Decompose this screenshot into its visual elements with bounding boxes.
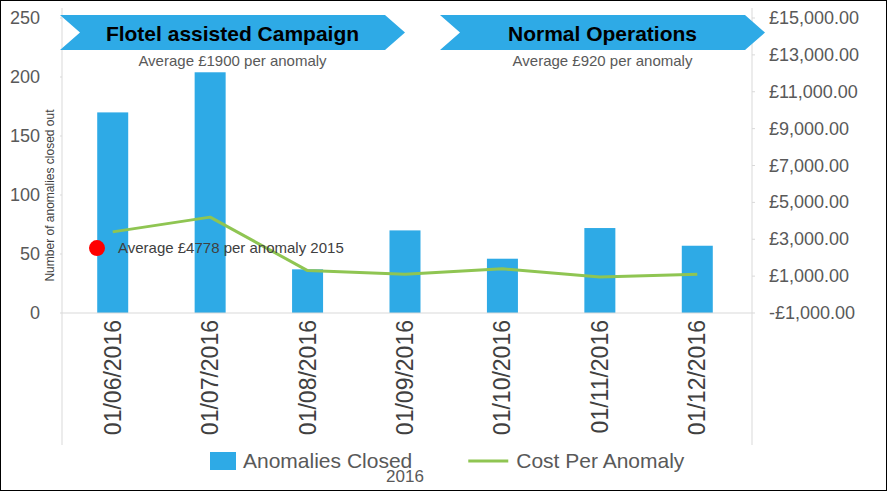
legend-swatch [210,452,236,470]
phase-banner [440,15,765,50]
y2-tick [752,18,755,19]
y2-tick-label: £3,000.00 [769,229,849,249]
y-tick-label: 50 [20,244,40,264]
phase-label: Normal Operations [508,22,697,45]
y-tick [60,254,62,255]
bar [97,112,128,313]
y2-tick [752,165,755,166]
x-tick-label: 01/10/2016 [489,320,515,435]
y2-tick [752,239,755,240]
y-tick-label: 0 [30,303,40,323]
x-tick-label: 01/08/2016 [295,320,321,435]
y-tick [60,136,62,137]
y-tick-label: 100 [10,185,40,205]
y2-tick-label: £15,000.00 [769,8,859,28]
bar [584,228,615,313]
y2-tick-label: £7,000.00 [769,156,849,176]
x-axis-title: 2016 [386,467,424,486]
bar [292,269,323,313]
y2-tick-label: -£1,000.00 [769,303,855,323]
plot-border [62,8,63,445]
y2-tick-label: £13,000.00 [769,45,859,65]
x-tick-label: 01/07/2016 [197,320,223,435]
legend-swatch [468,460,508,463]
y-tick-label: 250 [10,8,40,28]
y2-tick [752,91,755,92]
chart: 0 50 100 150 200 250 -£1,000.00 £1,000.00 £3,000… [0,0,887,491]
x-axis [62,313,752,314]
y2-tick [752,128,755,129]
y2-tick-label: £9,000.00 [769,119,849,139]
phase-banner [60,15,405,50]
frame [1,1,887,491]
y-tick [60,313,62,314]
annotation-marker [89,240,105,256]
phase-subtitle: Average £920 per anomaly [513,52,693,69]
y2-tick [752,202,755,203]
y-tick [60,77,62,78]
y-axis-title: Number of anomalies closed out [43,109,57,282]
bar [487,259,518,313]
y-tick [60,195,62,196]
plot-border [752,8,753,445]
bar [195,72,226,313]
y-tick [60,18,62,19]
x-tick-label: 01/09/2016 [392,320,418,435]
y-tick-label: 150 [10,126,40,146]
line [113,217,698,277]
y2-tick [752,54,755,55]
y-tick-label: 200 [10,67,40,87]
y2-tick-label: £1,000.00 [769,266,849,286]
bar [682,246,713,313]
annotation-text: Average £4778 per anomaly 2015 [118,239,344,256]
bar [390,230,421,313]
y2-tick [752,313,755,314]
plot-marks [97,72,713,313]
y2-tick [752,276,755,277]
phase-subtitle: Average £1900 per anomaly [138,52,327,69]
x-tick-label: 01/12/2016 [684,320,710,435]
x-tick-label: 01/06/2016 [100,320,126,435]
phase-label: Flotel assisted Campaign [106,22,359,45]
y2-tick-label: £11,000.00 [769,82,858,102]
legend-label: Cost Per Anomaly [516,449,685,472]
y2-tick-label: £5,000.00 [769,192,849,212]
x-tick-label: 01/11/2016 [587,320,613,433]
